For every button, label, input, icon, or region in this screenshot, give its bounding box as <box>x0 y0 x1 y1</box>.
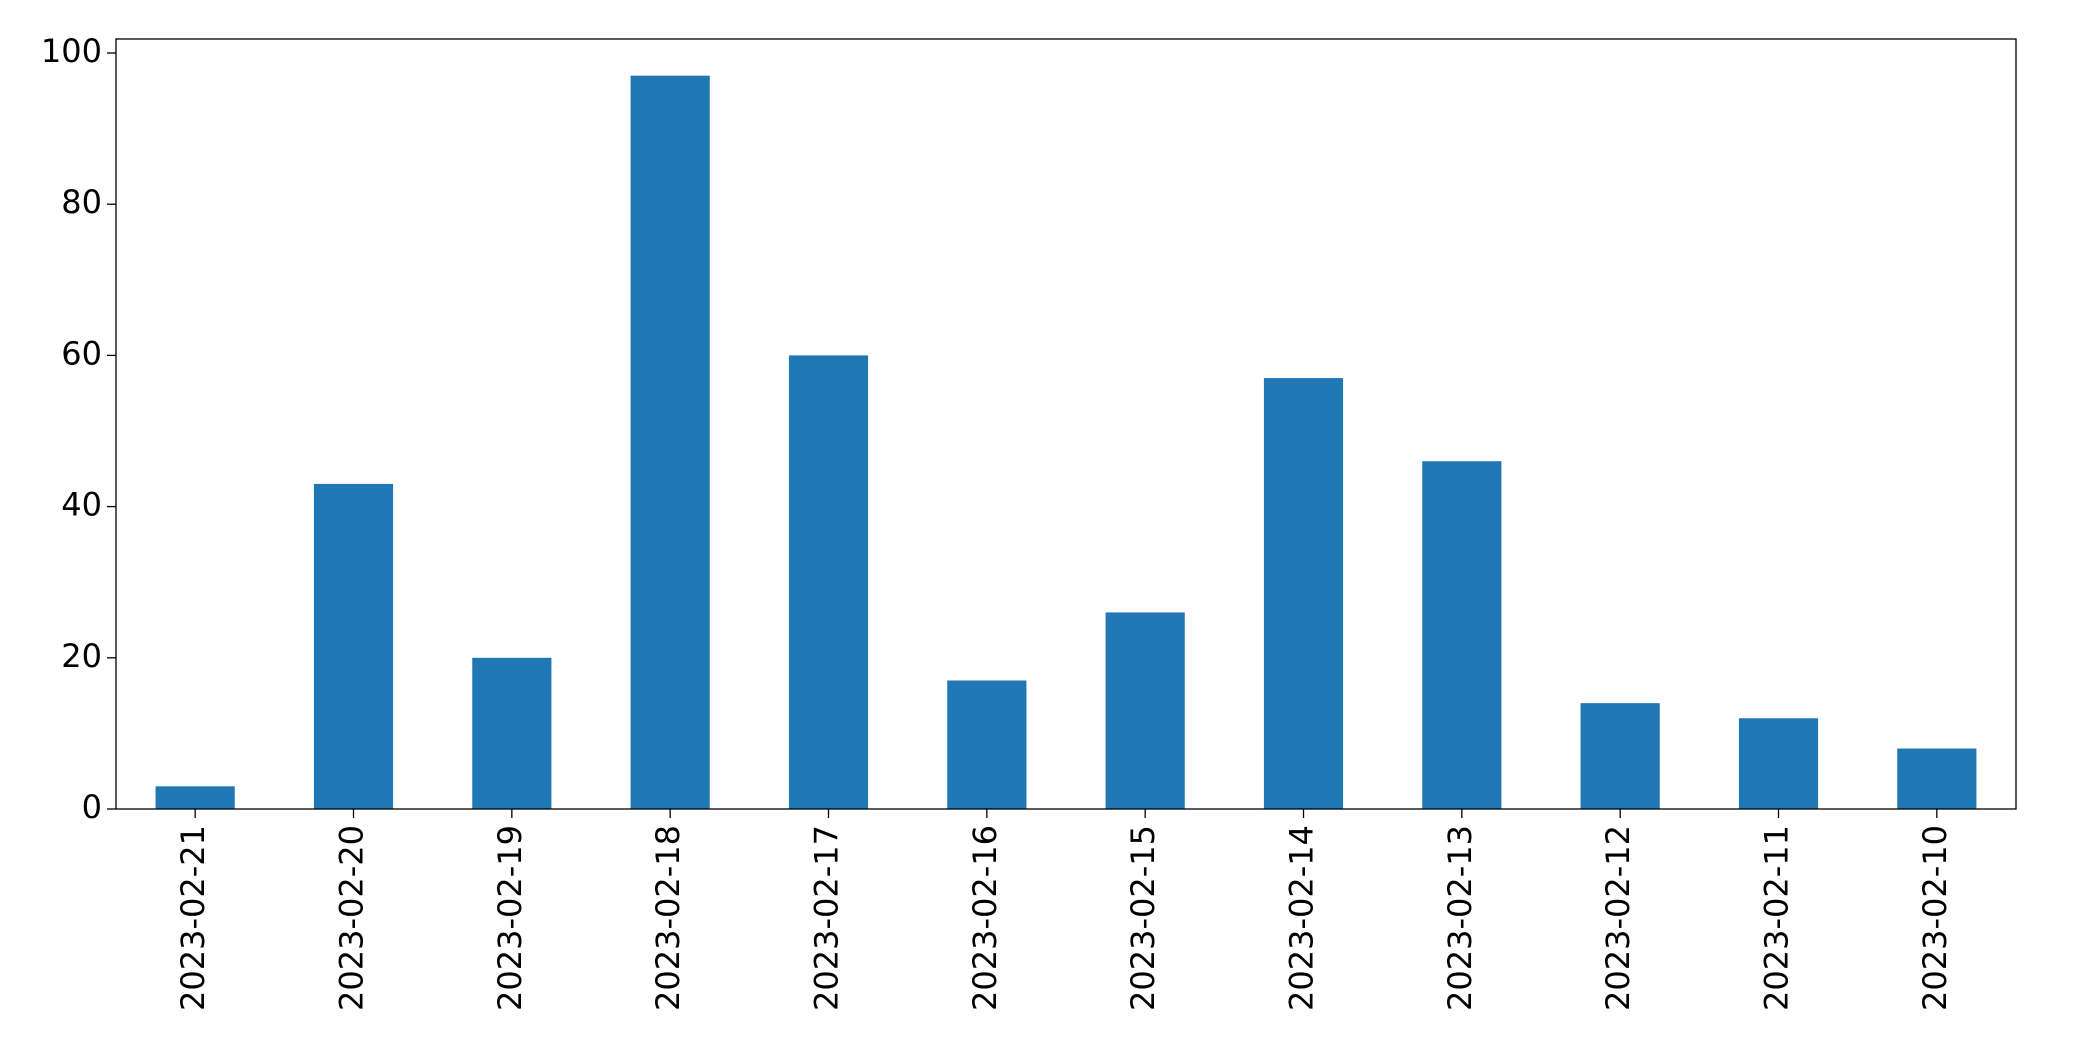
bar <box>1105 612 1185 809</box>
x-tick-label: 2023-02-15 <box>1124 825 1162 1011</box>
y-tick-label: 100 <box>41 32 102 70</box>
x-tick-label: 2023-02-12 <box>1599 825 1637 1011</box>
x-tick-label: 2023-02-10 <box>1916 825 1954 1011</box>
y-tick-label: 80 <box>61 183 102 221</box>
plot-frame <box>115 38 2017 810</box>
x-tick-label: 2023-02-20 <box>333 825 371 1011</box>
bar <box>788 355 869 809</box>
x-tick-label: 2023-02-19 <box>491 825 529 1011</box>
bar <box>630 75 710 809</box>
bar <box>472 657 552 809</box>
y-tick-label: 60 <box>61 334 102 372</box>
bar <box>155 786 235 809</box>
bar <box>1263 378 1344 809</box>
x-tick-label: 2023-02-16 <box>966 825 1004 1011</box>
bar <box>313 483 394 809</box>
bar <box>1897 748 1977 809</box>
bar <box>1738 718 1819 809</box>
y-tick-label: 40 <box>61 486 102 524</box>
x-tick-label: 2023-02-11 <box>1758 825 1796 1011</box>
x-tick-label: 2023-02-18 <box>649 825 687 1011</box>
x-tick-label: 2023-02-21 <box>174 825 212 1011</box>
bar <box>1580 703 1660 809</box>
x-tick-label: 2023-02-14 <box>1283 825 1321 1011</box>
bar <box>947 680 1027 809</box>
y-tick-label: 0 <box>82 788 102 826</box>
y-tick-label: 20 <box>61 637 102 675</box>
x-tick-label: 2023-02-13 <box>1441 825 1479 1011</box>
bar <box>1422 461 1502 809</box>
x-tick-label: 2023-02-17 <box>808 825 846 1011</box>
